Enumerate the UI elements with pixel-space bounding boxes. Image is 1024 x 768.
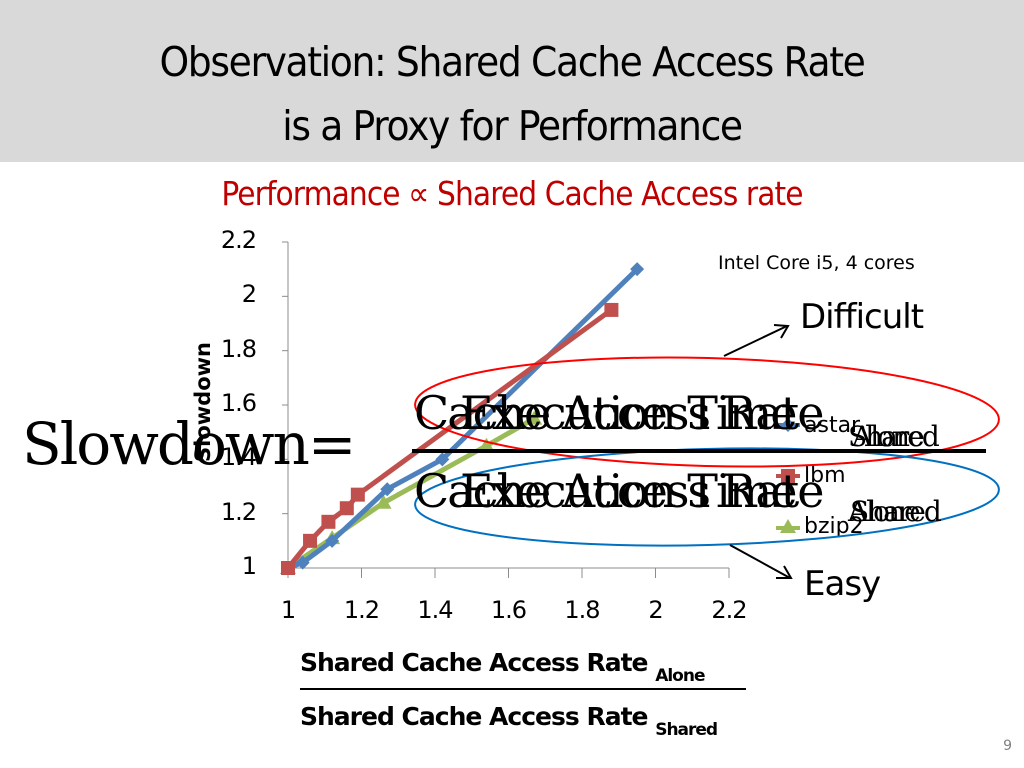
x-tick-label: 1.6 xyxy=(490,596,527,624)
y-tick-label: 2 xyxy=(241,280,257,309)
x-tick-label: 1.2 xyxy=(343,596,380,624)
formula-fraction-bar xyxy=(412,449,986,453)
y-tick-label: 1.4 xyxy=(220,443,257,472)
difficult-ellipse xyxy=(414,356,1000,468)
x-tick-label: 2 xyxy=(648,596,663,624)
formula-denominator-a: Cache Access Rate xyxy=(414,464,824,518)
formula-numerator-b: Execution Time xyxy=(460,386,798,440)
legend-astar: astar xyxy=(804,413,861,438)
slide-subtitle: Performance ∝ Shared Cache Access rate xyxy=(221,174,803,213)
page-number: 9 xyxy=(1003,738,1012,754)
x-tick-label: 1.4 xyxy=(417,596,453,624)
legend-lbm-marker-icon xyxy=(776,469,800,483)
y-tick-label: 1.2 xyxy=(220,497,257,526)
denominator-text: Shared Cache Access Rate xyxy=(300,702,648,731)
x-axis-formula-denominator: Shared Cache Access Rate Shared xyxy=(300,702,718,740)
astar-data-point xyxy=(630,262,645,277)
formula-denominator-sub-b: Alone xyxy=(848,495,921,528)
legend-lbm: lbm xyxy=(804,463,846,488)
legend-bzip2-marker-icon xyxy=(776,519,800,533)
x-axis-formula-bar xyxy=(300,688,746,690)
lbm-data-point xyxy=(303,533,318,548)
formula-denominator-sub-a: Shared xyxy=(850,495,942,528)
astar-data-point xyxy=(295,555,310,570)
lbm-data-point xyxy=(350,487,365,502)
lbm-data-point xyxy=(339,501,354,516)
numerator-subscript: Alone xyxy=(655,666,705,686)
difficult-label: Difficult xyxy=(800,297,924,337)
formula-numerator-sub-a: Alone xyxy=(852,420,925,453)
bzip2-data-point xyxy=(375,494,392,509)
slide-title-line-2: is a Proxy for Performance xyxy=(282,102,743,150)
x-tick-label: 1 xyxy=(280,596,296,624)
x-axis-formula-numerator: Shared Cache Access Rate Alone xyxy=(300,648,706,686)
platform-note: Intel Core i5, 4 cores xyxy=(718,252,915,274)
arrow-to-easy-icon xyxy=(729,544,793,579)
astar-data-point xyxy=(380,482,395,497)
y-tick-label: 2.2 xyxy=(220,226,257,254)
lbm-data-point xyxy=(281,561,295,575)
lbm-data-point xyxy=(604,302,619,317)
y-tick-label: 1 xyxy=(241,552,257,580)
formula-lhs: Slowdown= xyxy=(22,410,356,478)
legend-astar-marker-icon xyxy=(776,418,800,432)
slide-title-line-1: Observation: Shared Cache Access Rate xyxy=(159,38,865,86)
formula-numerator-sub-b: Shared xyxy=(848,420,940,453)
bzip2-data-point xyxy=(526,410,543,425)
y-tick-label: 1.8 xyxy=(220,334,257,363)
title-band xyxy=(0,0,1024,162)
x-tick-label: 2.2 xyxy=(711,596,747,624)
formula-denominator-b: Execution Time xyxy=(460,464,798,518)
y-tick-label: 1.6 xyxy=(220,389,257,417)
lbm-data-point xyxy=(321,514,336,529)
arrow-to-difficult-icon xyxy=(723,324,790,357)
astar-data-point xyxy=(435,452,450,467)
series-lbm xyxy=(281,302,619,575)
bzip2-data-point xyxy=(478,437,495,452)
numerator-text: Shared Cache Access Rate xyxy=(300,648,648,677)
formula-numerator-a: Cache Access Rate xyxy=(414,386,824,440)
x-tick-label: 1.8 xyxy=(564,596,600,624)
easy-label: Easy xyxy=(804,564,881,604)
series-layer xyxy=(280,262,645,575)
astar-data-point xyxy=(325,533,340,548)
denominator-subscript: Shared xyxy=(655,720,718,740)
